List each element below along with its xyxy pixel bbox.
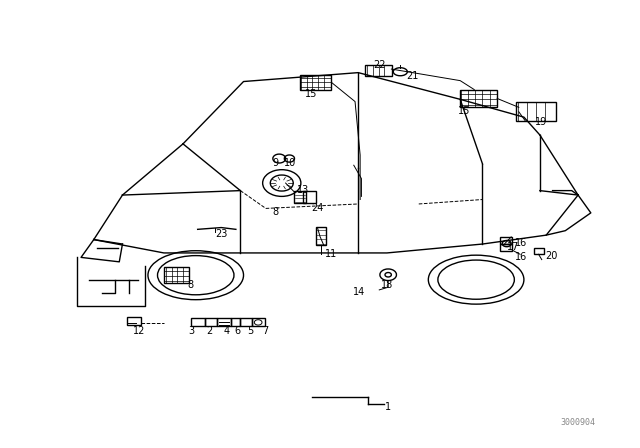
Bar [164,267,189,283]
Text: 3000904: 3000904 [560,418,595,427]
Bar [516,102,556,121]
Text: 20: 20 [545,251,557,261]
Text: 2: 2 [207,326,213,336]
Text: 16: 16 [515,238,527,248]
Bar [231,318,241,327]
Text: 19: 19 [536,117,548,128]
Bar [294,191,306,203]
Text: 13: 13 [297,185,309,195]
Text: 14: 14 [353,287,365,297]
Text: 1: 1 [385,401,391,412]
Text: 17: 17 [507,242,519,252]
Bar [365,65,392,76]
Text: 15: 15 [458,106,470,116]
Bar [241,318,252,327]
Bar [500,244,513,251]
Text: 15: 15 [305,89,317,99]
Text: 8: 8 [188,280,193,290]
Text: 21: 21 [406,71,419,81]
Bar [218,318,231,327]
Bar [300,75,332,90]
Text: 7: 7 [262,326,269,336]
Bar [205,318,218,327]
Text: 11: 11 [325,249,337,259]
Text: 3: 3 [188,326,194,336]
Text: 9: 9 [272,158,278,168]
Text: 18: 18 [381,280,394,290]
Bar [534,248,543,254]
Text: 12: 12 [132,326,145,336]
Bar [316,227,326,246]
Text: 10: 10 [284,158,296,168]
Text: 16: 16 [515,252,527,262]
Bar [460,90,497,108]
Text: 8: 8 [273,207,279,216]
Text: 4: 4 [224,326,230,336]
Bar [127,317,141,325]
Text: 6: 6 [235,326,241,336]
Text: 23: 23 [216,229,228,239]
Text: 24: 24 [312,203,324,213]
Bar [252,318,264,327]
Bar [303,191,316,203]
Bar [500,237,513,244]
Text: 5: 5 [246,326,253,336]
Text: 22: 22 [373,60,385,69]
Bar [191,318,205,327]
